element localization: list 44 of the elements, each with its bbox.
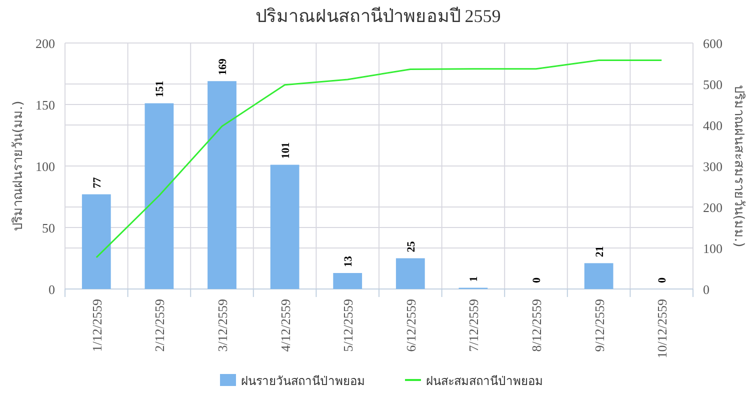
legend-label: ฝนรายวันสถานีป่าพยอม [241, 374, 365, 388]
y2-tick-label: 200 [703, 200, 722, 215]
data-label: 21 [594, 246, 606, 258]
data-label: 1 [468, 276, 480, 282]
y-tick-label: 50 [42, 220, 55, 236]
bar [144, 103, 174, 289]
x-tick-label: 5/12/2559 [340, 299, 356, 352]
x-tick-label: 9/12/2559 [592, 299, 607, 352]
y2-tick-label: 100 [703, 241, 722, 256]
x-tick-label: 8/12/2559 [529, 299, 544, 352]
bar [333, 273, 362, 289]
x-tick-label: 7/12/2559 [466, 299, 482, 352]
y-tick-label: 200 [36, 36, 55, 51]
bar [270, 164, 300, 289]
bar [82, 194, 111, 289]
data-label: 101 [280, 142, 292, 159]
y-tick-label: 100 [36, 159, 55, 174]
data-label: 13 [342, 256, 355, 268]
y2-tick-label: 400 [703, 118, 722, 133]
y-axis-title: ปริมาณฝนรายวัน(มม.) [11, 100, 26, 232]
data-label: 169 [217, 58, 229, 76]
y2-tick-label: 500 [703, 77, 722, 92]
x-tick-label: 2/12/2559 [152, 299, 168, 352]
y2-tick-label: 300 [703, 159, 722, 174]
x-tick-label: 6/12/2559 [403, 299, 418, 352]
x-tick-label: 1/12/2559 [89, 299, 104, 352]
bar [208, 81, 236, 289]
y-tick-label: 0 [48, 282, 55, 297]
y2-axis-title: ปริมาณฝนสะสมรายวัน(มม.) [731, 84, 746, 248]
x-tick-label: 10/12/2559 [654, 299, 670, 358]
data-label: 25 [405, 240, 418, 252]
y2-tick-label: 600 [703, 36, 722, 51]
data-label: 151 [154, 80, 166, 98]
y2-tick-label: 0 [703, 282, 710, 297]
data-label: 0 [531, 277, 543, 283]
data-label: 77 [91, 176, 104, 188]
data-label: 0 [656, 277, 669, 283]
legend-label: ฝนสะสมสถานีป่าพยอม [426, 374, 543, 388]
x-tick-label: 4/12/2559 [278, 299, 293, 352]
y-tick-label: 150 [36, 98, 55, 112]
bar [584, 263, 614, 289]
chart-title: ปริมาณฝนสถานีป่าพยอมปี 2559 [255, 6, 501, 26]
bar [396, 258, 425, 289]
x-tick-label: 3/12/2559 [215, 299, 230, 352]
